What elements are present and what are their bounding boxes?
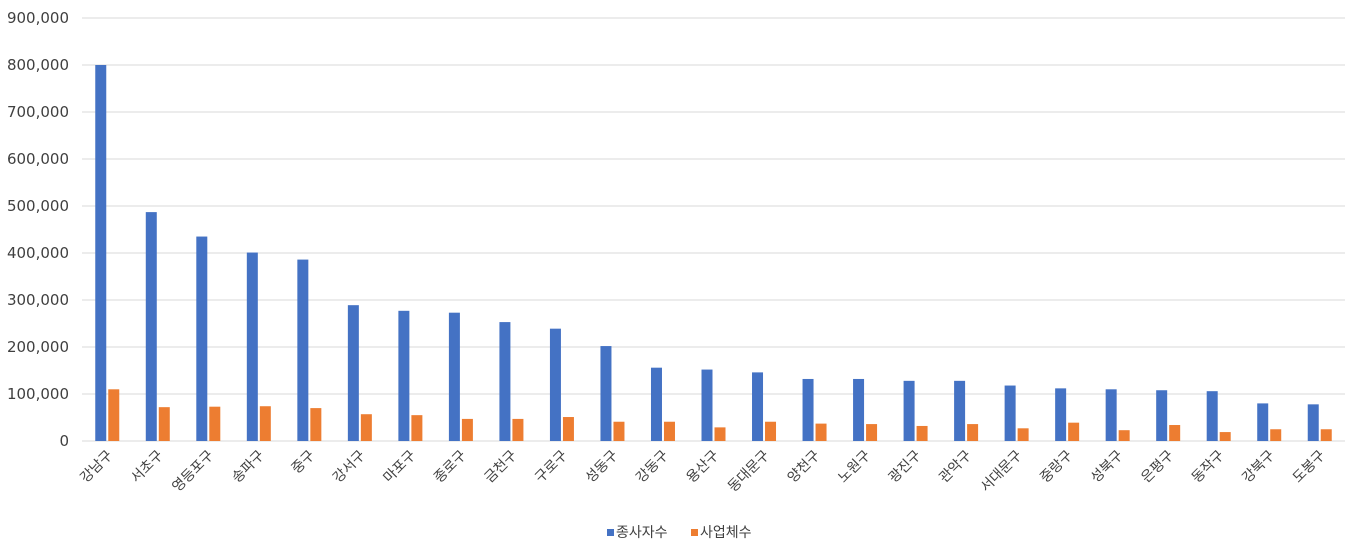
x-tick-label: 강동구	[633, 447, 672, 486]
y-axis-tick-labels: 0 100,000 200,000 300,000 400,000 500,000 600,…	[7, 9, 69, 450]
y-tick-label: 500,000	[7, 197, 69, 215]
bar-businesses	[158, 407, 170, 441]
bar-businesses	[1068, 422, 1080, 441]
bar-businesses	[916, 425, 928, 441]
bar-employees	[903, 380, 915, 441]
x-tick-label: 마포구	[381, 447, 420, 486]
x-axis-category-labels: 강남구 서초구 영등포구 송파구 중구 강서구 마포구 종로구 금천구 구로구 성동구 강동구 용산구 동…	[77, 447, 1328, 495]
bar-employees	[1055, 388, 1067, 441]
bar-businesses	[512, 418, 524, 441]
bar-businesses	[1320, 429, 1332, 441]
y-tick-label: 100,000	[7, 385, 69, 403]
bar-businesses	[411, 415, 423, 441]
bar-businesses	[1169, 425, 1181, 441]
bar-employees	[398, 310, 410, 441]
legend-label: 사업체수	[700, 525, 752, 541]
y-tick-label: 800,000	[7, 56, 69, 74]
bar-employees	[1156, 390, 1168, 441]
bar-businesses	[1118, 430, 1130, 441]
bar-employees	[95, 65, 107, 441]
x-tick-label: 은평구	[1138, 447, 1177, 486]
bar-businesses	[108, 389, 120, 441]
y-tick-label: 600,000	[7, 150, 69, 168]
bar-businesses	[1270, 429, 1282, 441]
bar-businesses	[866, 424, 878, 441]
bar-businesses	[967, 424, 979, 441]
bar-businesses	[815, 423, 827, 441]
x-tick-label: 송파구	[229, 447, 268, 486]
y-tick-label: 200,000	[7, 338, 69, 356]
bar-employees	[1105, 389, 1117, 441]
y-tick-label: 400,000	[7, 244, 69, 262]
x-tick-label: 동작구	[1189, 447, 1228, 486]
bar-employees	[853, 378, 865, 441]
y-tick-label: 700,000	[7, 103, 69, 121]
x-tick-label: 노원구	[835, 447, 874, 486]
x-tick-label: 종로구	[431, 447, 470, 486]
bar-employees	[145, 212, 157, 441]
bar-employees	[549, 328, 561, 441]
bars	[95, 65, 1332, 441]
x-tick-label: 성북구	[1088, 447, 1127, 486]
bar-employees	[802, 378, 814, 441]
bar-employees	[297, 259, 309, 441]
x-tick-label: 금천구	[482, 447, 521, 486]
bar-employees	[499, 322, 511, 441]
bar-employees	[752, 372, 764, 441]
x-tick-label: 관악구	[936, 447, 975, 486]
bar-employees	[600, 346, 612, 441]
x-tick-label: 강남구	[77, 447, 116, 486]
y-tick-label: 900,000	[7, 9, 69, 27]
x-tick-label: 서대문구	[978, 447, 1026, 495]
bar-businesses	[1017, 428, 1029, 441]
x-tick-label: 강서구	[330, 447, 369, 486]
bar-businesses	[714, 427, 726, 441]
legend-swatch	[691, 529, 698, 536]
bar-businesses	[360, 414, 372, 441]
x-tick-label: 양천구	[785, 447, 824, 486]
bar-businesses	[663, 421, 675, 441]
x-tick-label: 강북구	[1239, 447, 1278, 486]
bar-employees	[196, 236, 208, 441]
legend: 종사자수 사업체수	[607, 525, 752, 541]
x-tick-label: 용산구	[684, 447, 723, 486]
x-tick-label: 구로구	[532, 447, 571, 486]
legend-swatch	[607, 529, 614, 536]
legend-label: 종사자수	[616, 525, 668, 541]
x-tick-label: 광진구	[886, 447, 925, 486]
bar-employees	[954, 380, 966, 441]
bar-businesses	[613, 421, 625, 441]
bar-employees	[1257, 403, 1269, 441]
x-tick-label: 동대문구	[725, 447, 773, 495]
bar-employees	[1004, 385, 1016, 441]
x-tick-label: 영등포구	[169, 447, 217, 495]
x-tick-label: 중구	[289, 447, 319, 477]
bar-employees	[650, 367, 662, 441]
bar-employees	[701, 369, 713, 441]
bar-employees	[448, 312, 460, 441]
bar-employees	[246, 252, 258, 441]
gridlines	[82, 17, 1345, 442]
bar-employees	[1206, 391, 1218, 441]
bar-businesses	[461, 418, 473, 441]
bar-businesses	[310, 408, 322, 441]
bar-businesses	[209, 406, 221, 441]
x-tick-label: 성동구	[583, 447, 622, 486]
bar-businesses	[765, 421, 777, 441]
x-tick-label: 중랑구	[1037, 447, 1076, 486]
bar-businesses	[1219, 432, 1231, 441]
x-tick-label: 도봉구	[1290, 447, 1329, 486]
y-tick-label: 300,000	[7, 291, 69, 309]
bar-employees	[1307, 404, 1319, 441]
x-tick-label: 서초구	[128, 447, 167, 486]
y-tick-label: 0	[59, 432, 69, 450]
bar-businesses	[259, 406, 271, 441]
bar-employees	[347, 305, 359, 441]
bar-businesses	[562, 417, 574, 441]
